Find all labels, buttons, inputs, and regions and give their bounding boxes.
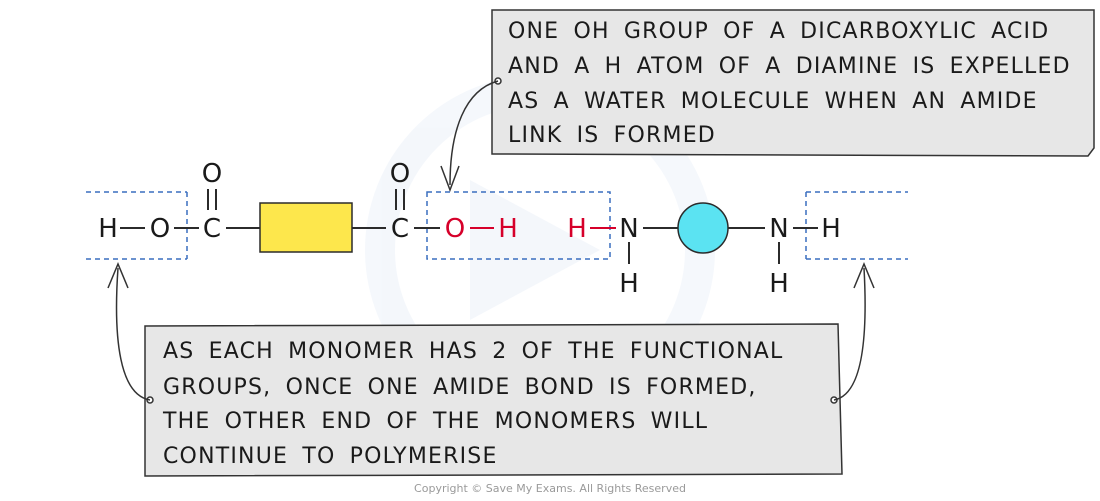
- amine-atom-h-below-left: H: [619, 269, 639, 299]
- arrow-bottom-right: [830, 262, 875, 404]
- arrow-bottom-left: [107, 262, 154, 404]
- callout-bottom-line-3: THE OTHER END OF THE MONOMERS WILL: [162, 409, 708, 434]
- dashed-box-middle: [426, 191, 611, 260]
- callout-top: ONE OH GROUP OF A DICARBOXYLIC ACID AND …: [491, 9, 1095, 157]
- acid-atom-c-left: C: [203, 214, 221, 244]
- acid-atom-carbonyl-o-left: O: [202, 159, 222, 189]
- diamine: H N H N H H: [567, 202, 841, 299]
- acid-atom-o-expelled: O: [445, 214, 465, 244]
- acid-atom-carbonyl-o-right: O: [390, 159, 410, 189]
- callout-top-line-2: AND A H ATOM OF A DIAMINE IS EXPELLED: [508, 54, 1071, 79]
- acid-atom-h-left: H: [98, 214, 118, 244]
- dashed-box-left: [86, 191, 188, 260]
- dashed-box-right: [805, 191, 908, 260]
- acid-atom-h-expelled: H: [498, 214, 518, 244]
- amine-atom-n-right: N: [769, 214, 788, 244]
- callout-top-line-3: AS A WATER MOLECULE WHEN AN AMIDE: [508, 89, 1038, 114]
- acid-atom-c-right: C: [391, 214, 409, 244]
- callout-bottom-line-1: AS EACH MONOMER HAS 2 OF THE FUNCTIONAL: [163, 339, 783, 364]
- callout-bottom: AS EACH MONOMER HAS 2 OF THE FUNCTIONAL …: [144, 323, 843, 477]
- copyright-text: Copyright © Save My Exams. All Rights Re…: [414, 482, 686, 495]
- arrow-top: [440, 77, 502, 193]
- callout-bottom-line-2: GROUPS, ONCE ONE AMIDE BOND IS FORMED,: [163, 375, 757, 400]
- amine-atom-h-expelled: H: [567, 214, 587, 244]
- callout-bottom-line-4: CONTINUE TO POLYMERISE: [163, 444, 498, 469]
- acid-atom-o-left: O: [150, 214, 170, 244]
- amine-atom-n-left: N: [619, 214, 638, 244]
- callout-top-line-4: LINK IS FORMED: [508, 123, 716, 148]
- dicarboxylic-yellow-block: [259, 202, 353, 253]
- amine-atom-h-below-right: H: [769, 269, 789, 299]
- amine-atom-h-right: H: [821, 214, 841, 244]
- callout-top-line-1: ONE OH GROUP OF A DICARBOXYLIC ACID: [508, 19, 1049, 44]
- dicarboxylic-acid: H O C O C O O H: [98, 159, 518, 253]
- diamine-cyan-circle: [677, 202, 729, 254]
